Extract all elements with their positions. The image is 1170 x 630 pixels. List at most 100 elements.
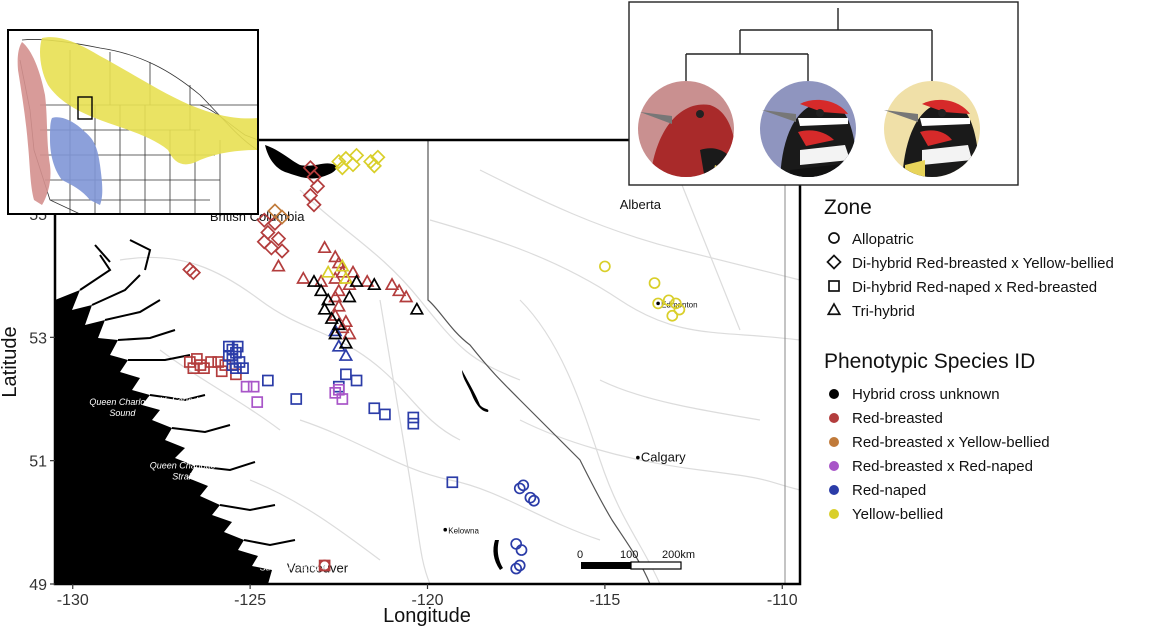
inset-study-area [77, 96, 93, 120]
zone-legend-label: Di-hybrid Red-breasted x Yellow-bellied [852, 255, 1114, 272]
sample-point-square [407, 417, 420, 430]
x-axis-title: Longitude [383, 605, 471, 627]
sample-point-circle [673, 303, 686, 316]
place-label: Calgary [641, 450, 686, 465]
red-naped-range [50, 117, 103, 205]
sample-point-square [379, 408, 391, 421]
sample-point-square [251, 396, 264, 408]
species-legend-swatch [829, 389, 839, 399]
province-border [427, 140, 651, 584]
sample-point-square [329, 386, 342, 399]
x-tick-label: -125 [234, 592, 266, 609]
sample-point-square [215, 365, 228, 378]
tree-branches [685, 8, 933, 81]
city-dot [636, 455, 640, 460]
zone-legend-symbol [828, 232, 840, 244]
water-label: Smith Sound [146, 395, 199, 405]
sample-point-triangle [331, 298, 347, 312]
y-tick-label: 49 [29, 577, 47, 594]
species-legend-label: Hybrid cross unknown [852, 386, 1000, 403]
water-label: Queen Charlotte Sound [89, 397, 155, 418]
sample-point-circle [510, 562, 523, 575]
sample-point-triangle [306, 274, 322, 287]
sample-point-square [237, 362, 249, 375]
species-legend-swatch [829, 413, 839, 423]
species-legend-label: Red-naped [852, 482, 926, 499]
sample-point-triangle [399, 289, 414, 303]
sample-point-diamond [270, 230, 287, 247]
sample-point-diamond [306, 197, 322, 213]
inset-frame [7, 29, 259, 215]
water-label: Strait of Georgia [260, 562, 326, 572]
sample-point-circle [515, 544, 528, 556]
species-legend-title: Phenotypic Species ID [824, 350, 1035, 373]
sample-point-triangle [338, 271, 354, 284]
sample-point-triangle [349, 274, 364, 287]
sample-point-circle [599, 260, 611, 273]
scale-label-200: 200km [662, 549, 695, 561]
species-legend-swatch [829, 437, 839, 447]
lake [265, 145, 337, 179]
sample-point-circle [652, 297, 664, 310]
sample-point-circle [524, 491, 537, 504]
yellow-bellied-range [40, 37, 258, 165]
sample-point-triangle [338, 348, 354, 361]
sample-point-square [350, 374, 363, 387]
sample-point-square [262, 374, 274, 387]
sample-point-square [368, 402, 381, 415]
species-legend-label: Red-breasted x Yellow-bellied [852, 434, 1050, 451]
sample-point-circle [648, 277, 661, 289]
sample-point-triangle [320, 264, 336, 278]
zone-legend-label: Allopatric [852, 231, 914, 248]
sample-point-triangle [331, 283, 347, 297]
sample-point-triangle [367, 277, 382, 291]
sample-point-square [240, 380, 253, 393]
zone-legend-title: Zone [824, 196, 872, 219]
sample-point-square [230, 362, 242, 375]
sample-point-triangle [313, 283, 329, 297]
scale-label-100: 100 [620, 549, 638, 561]
phylogeny-inset [628, 1, 1019, 186]
species-legend-swatch [829, 485, 839, 495]
sample-point-circle [513, 559, 526, 572]
red-breasted-range [17, 42, 51, 205]
sample-point-square [290, 393, 303, 405]
sample-point-triangle [317, 240, 332, 254]
sample-point-triangle [328, 249, 343, 263]
sample-point-diamond [256, 212, 273, 228]
sample-point-square [446, 476, 459, 489]
sample-point-triangle [391, 283, 407, 297]
sample-point-diamond [345, 156, 361, 173]
sample-point-circle [528, 494, 540, 507]
sample-point-circle [669, 297, 682, 310]
x-tick-label: -110 [767, 592, 798, 609]
sample-point-triangle [345, 264, 361, 278]
sample-point-triangle [328, 326, 343, 340]
sample-point-circle [666, 309, 679, 322]
sample-point-diamond [366, 158, 382, 174]
sample-points [182, 147, 686, 575]
sample-point-triangle [338, 314, 354, 328]
y-tick-label: 51 [29, 454, 47, 471]
x-tick-label: -115 [589, 592, 620, 609]
species-legend-swatch [829, 509, 839, 519]
sample-point-square [191, 353, 203, 365]
sample-point-triangle [335, 320, 350, 334]
species-legend: Phenotypic Species ID Hybrid cross unkno… [824, 350, 1050, 523]
y-tick-label: 53 [29, 330, 47, 347]
sample-point-triangle [342, 326, 357, 340]
zone-legend-symbol [826, 254, 842, 270]
place-label: Vancouver [287, 561, 349, 576]
species-legend-label: Yellow-bellied [852, 506, 943, 523]
sample-point-triangle [384, 277, 400, 291]
sample-point-diamond [256, 234, 273, 250]
sample-point-diamond [331, 153, 347, 170]
sample-point-triangle [338, 335, 354, 349]
sample-point-circle [513, 482, 526, 495]
sample-point-triangle [335, 258, 350, 272]
sample-point-triangle [328, 289, 343, 303]
sample-point-square [231, 340, 244, 353]
sample-point-triangle [359, 274, 375, 287]
water-label: Queen Charlotte Strait [150, 461, 216, 482]
